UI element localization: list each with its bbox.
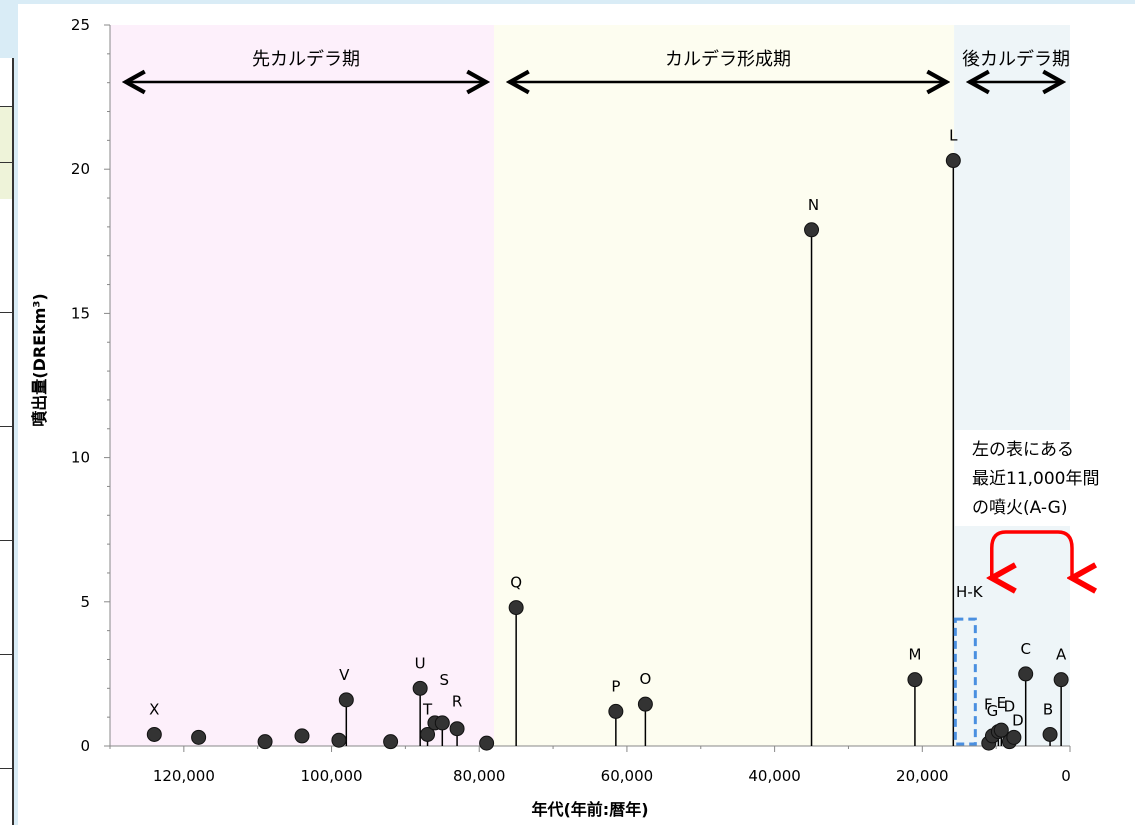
data-point-T	[420, 726, 436, 742]
data-point-D	[1006, 729, 1022, 745]
y-tick-label: 10	[71, 449, 90, 467]
data-label-O: O	[639, 670, 651, 688]
data-point-A	[1053, 672, 1069, 688]
data-point-M	[907, 672, 923, 688]
table-cell	[0, 426, 12, 427]
data-label-D: D	[1004, 698, 1016, 716]
period-label-3: 後カルデラ期	[962, 49, 1070, 70]
data-point-L	[945, 153, 961, 169]
y-tick-label: 15	[71, 304, 90, 322]
table-cell	[0, 162, 12, 199]
data-point-unlabeled-1	[191, 729, 207, 745]
data-point-S	[434, 715, 450, 731]
x-tick-label: 0	[1061, 767, 1071, 785]
data-point-V	[338, 692, 354, 708]
data-label-B: B	[1043, 700, 1053, 718]
hk-dashed-box	[953, 617, 977, 746]
annotation-line-1: 左の表にある	[972, 440, 1074, 460]
data-label-X: X	[149, 700, 159, 718]
data-point-C	[1018, 666, 1034, 682]
period-label-2: カルデラ形成期	[665, 49, 791, 70]
period-band-1	[110, 25, 494, 746]
data-point-X	[146, 726, 162, 742]
data-point-unlabeled-12	[479, 735, 495, 751]
hk-label: H-K	[956, 583, 984, 601]
data-label-M: M	[908, 646, 921, 664]
data-label-L: L	[949, 127, 958, 145]
data-label-N: N	[808, 196, 819, 214]
data-label-T: T	[422, 700, 433, 718]
data-point-unlabeled-6	[383, 734, 399, 750]
x-tick-label: 80,000	[453, 767, 506, 785]
data-point-B	[1042, 726, 1058, 742]
data-label-V: V	[339, 666, 350, 684]
data-label-F: F	[984, 696, 993, 714]
data-point-N	[804, 222, 820, 238]
table-cell	[0, 312, 12, 313]
data-label-D: D	[1012, 711, 1024, 729]
data-label-A: A	[1056, 646, 1067, 664]
data-point-U	[412, 680, 428, 696]
table-cell	[0, 768, 12, 769]
y-tick-label: 20	[71, 160, 90, 178]
x-tick-label: 40,000	[748, 767, 801, 785]
red-bracket	[990, 530, 1072, 578]
x-tick-label: 120,000	[153, 767, 215, 785]
period-band-3	[954, 25, 1070, 746]
y-axis-title: 噴出量(DREkm³)	[30, 293, 49, 426]
y-tick-label: 0	[80, 737, 90, 755]
data-point-P	[608, 703, 624, 719]
data-label-P: P	[611, 677, 620, 695]
data-point-unlabeled-2	[257, 734, 273, 750]
adjacent-table-edge	[0, 58, 14, 825]
table-cell	[0, 540, 12, 541]
data-label-G: G	[987, 702, 999, 720]
annotation-background	[955, 430, 1125, 526]
data-point-unlabeled-4	[331, 732, 347, 748]
annotation-line-3: の噴火(A-G)	[972, 498, 1067, 518]
data-point-R	[449, 721, 465, 737]
data-label-C: C	[1020, 640, 1030, 658]
annotation-line-2: 最近11,000年間	[972, 469, 1099, 489]
period-band-2	[494, 25, 955, 746]
data-point-Q	[508, 600, 524, 616]
x-tick-label: 100,000	[301, 767, 363, 785]
y-tick-label: 5	[80, 593, 90, 611]
x-tick-label: 20,000	[896, 767, 949, 785]
data-label-R: R	[452, 693, 462, 711]
data-point-O	[637, 696, 653, 712]
table-cell	[0, 654, 12, 655]
data-point-E	[993, 722, 1009, 738]
x-axis-title: 年代(年前:暦年)	[531, 800, 648, 819]
data-label-E: E	[997, 694, 1006, 712]
data-label-S: S	[440, 671, 450, 689]
table-cell	[0, 106, 12, 163]
period-label-1: 先カルデラ期	[252, 49, 360, 70]
data-label-U: U	[415, 654, 426, 672]
y-tick-label: 25	[71, 16, 90, 34]
x-tick-label: 60,000	[601, 767, 654, 785]
data-point-unlabeled-3	[294, 728, 310, 744]
data-label-Q: Q	[510, 574, 522, 592]
